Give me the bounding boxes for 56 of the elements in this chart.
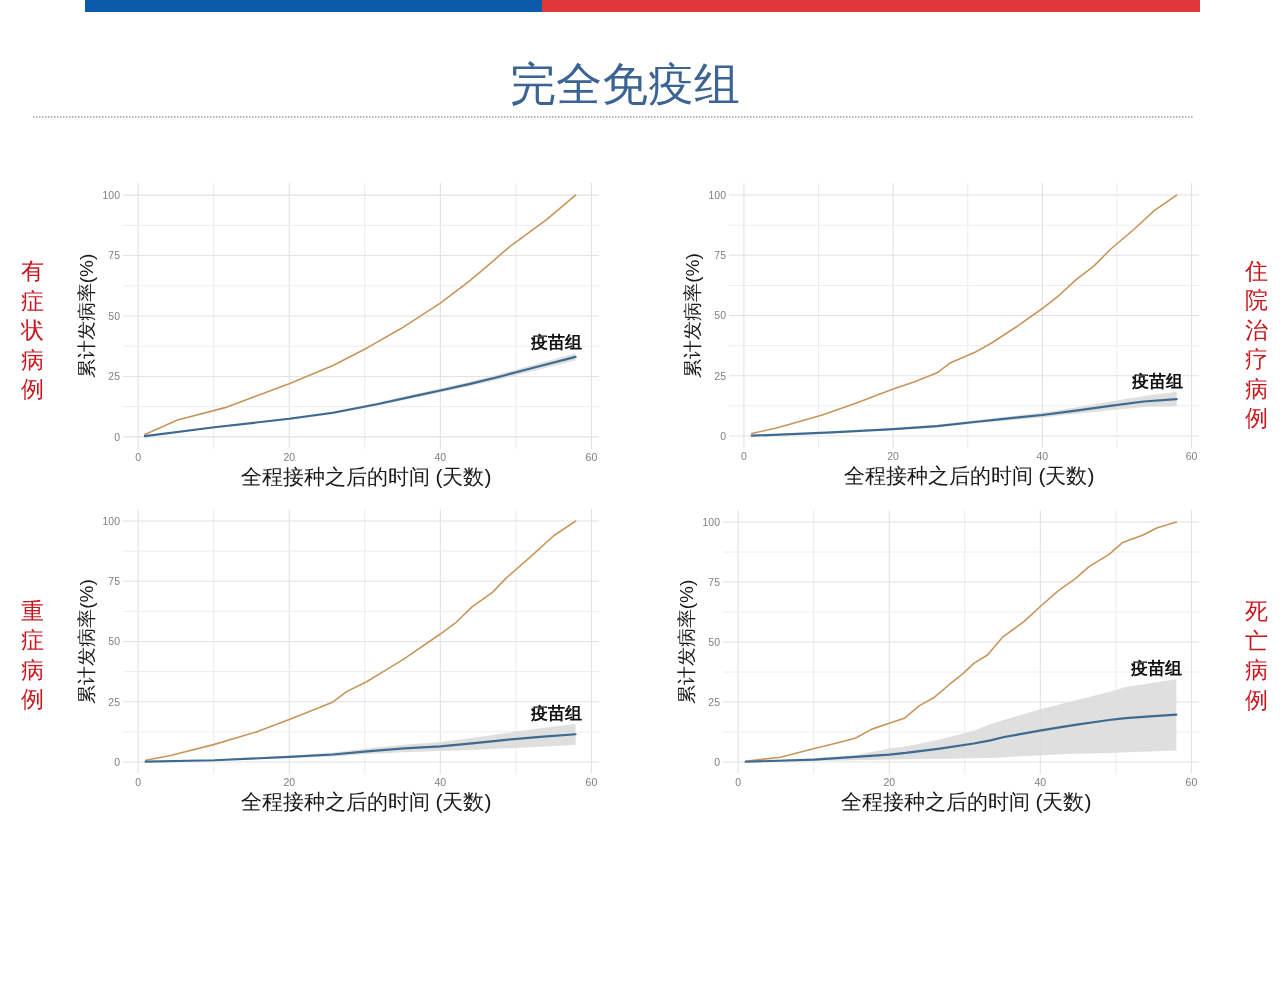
- y-tick-label: 50: [108, 635, 121, 648]
- y-tick-label: 75: [708, 575, 721, 588]
- text: 有症状病例: [19, 259, 44, 402]
- y-axis-title: 累计发病率(%): [682, 253, 703, 378]
- y-tick-label: 0: [114, 430, 121, 443]
- y-tick-label: 50: [108, 309, 121, 322]
- y-tick-label: 25: [708, 695, 721, 708]
- x-tick-label: 40: [434, 776, 447, 788]
- y-tick-label: 25: [108, 695, 121, 708]
- y-tick-label: 25: [714, 369, 727, 382]
- line-series: [744, 713, 1178, 763]
- y-tick-label: 75: [108, 575, 121, 588]
- x-tick-label: 40: [1034, 776, 1047, 788]
- y-tick-label: 100: [702, 515, 721, 528]
- chart-title: 完全免疫组: [510, 59, 740, 110]
- y-tick-label: 75: [714, 249, 727, 262]
- y-tick-label: 0: [114, 755, 121, 768]
- y-tick-label: 100: [102, 514, 121, 527]
- x-tick-label: 60: [1185, 450, 1198, 462]
- x-axis-title: 全程接种之后的时间 (天数): [240, 465, 492, 488]
- y2-axis-title: 死亡病例: [1244, 599, 1268, 713]
- x-tick-label: 40: [1036, 450, 1049, 462]
- x-tick-label: 20: [283, 451, 296, 463]
- series-label: 疫苗组: [529, 333, 582, 353]
- x-tick-label: 20: [283, 776, 296, 788]
- y-axis-title: 累计发病率(%): [676, 579, 697, 705]
- series-label: 疫苗组: [1130, 371, 1183, 391]
- x-tick-label: 60: [585, 451, 598, 463]
- x-tick-label: 40: [434, 451, 447, 463]
- y2-axis-title: 住院治疗病例: [1243, 258, 1268, 431]
- x-axis-title: 全程接种之后的时间 (天数): [240, 790, 492, 813]
- series-label: 疫苗组: [529, 703, 582, 723]
- x-axis-title: 全程接种之后的时间 (天数): [840, 790, 1092, 813]
- y-tick-label: 100: [708, 188, 727, 201]
- x-tick-label: 60: [585, 776, 598, 788]
- y-tick-label: 25: [108, 370, 121, 383]
- y-axis-title: 累计发病率(%): [76, 579, 97, 704]
- y-tick-label: 50: [714, 309, 727, 322]
- x-tick-label: 20: [887, 450, 900, 462]
- line-series: [144, 733, 577, 763]
- x-tick-label: 0: [735, 776, 742, 788]
- text: 重症病例: [20, 598, 44, 712]
- x-tick-label: 0: [741, 450, 747, 462]
- y-tick-label: 0: [714, 755, 721, 768]
- y-tick-label: 50: [708, 635, 721, 648]
- x-tick-label: 20: [883, 776, 896, 788]
- y-tick-label: 100: [102, 188, 121, 201]
- text: 疫苗组: [1130, 659, 1183, 679]
- y-tick-label: 75: [108, 249, 121, 262]
- x-tick-label: 60: [1185, 776, 1198, 788]
- line-series: [750, 398, 1178, 437]
- x-tick-label: 0: [135, 451, 142, 463]
- x-axis-title: 全程接种之后的时间 (天数): [843, 464, 1095, 487]
- y-axis-title: 累计发病率(%): [76, 253, 97, 379]
- x-tick-label: 0: [135, 776, 142, 788]
- y-tick-label: 0: [720, 429, 727, 442]
